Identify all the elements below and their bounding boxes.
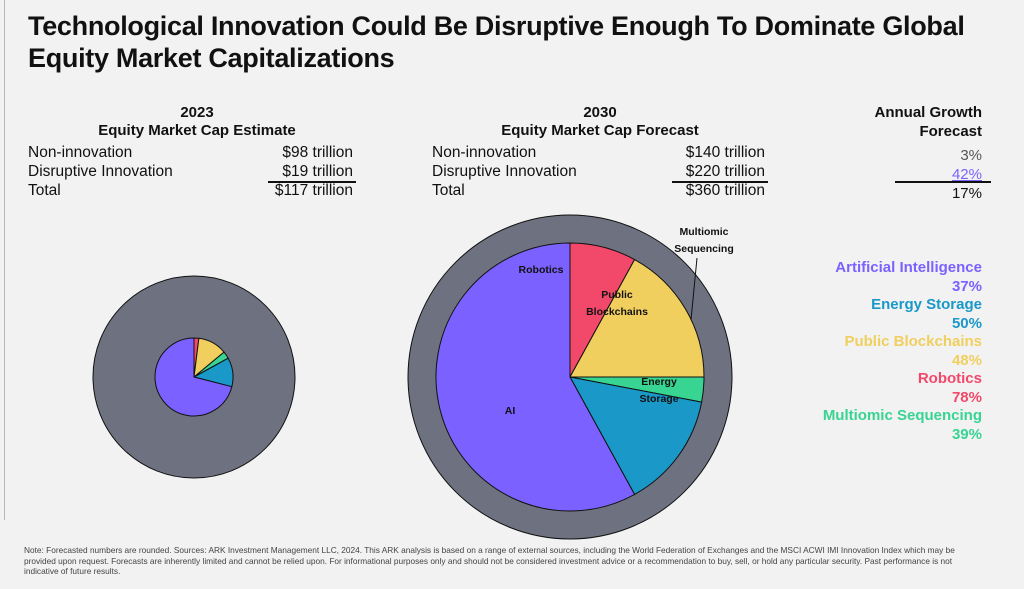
- slice-public-blockchains: [569, 258, 705, 378]
- table-2030: Non-innovation $140 trillion Disruptive …: [432, 143, 765, 200]
- table-row: Disruptive Innovation $19 trillion: [28, 162, 353, 181]
- slice-energy-storage: [569, 376, 703, 496]
- legend-name-multiomic: Multiomic Sequencing: [822, 407, 982, 424]
- header-2030-sub: Equity Market Cap Forecast: [501, 122, 699, 139]
- legend-value-multiomic: 39%: [951, 425, 982, 443]
- slice-artificial-intelligence: [154, 337, 233, 417]
- table-row: Disruptive Innovation $220 trillion: [432, 162, 765, 181]
- header-2023-sub: Equity Market Cap Estimate: [98, 122, 296, 139]
- sum-rule-2023: [268, 181, 356, 183]
- pie-2023: [92, 275, 296, 479]
- legend-name-ai: Artificial Intelligence: [835, 259, 982, 276]
- slice-artificial-intelligence: [435, 242, 636, 512]
- row-value: $98 trillion: [282, 144, 353, 161]
- header-2023: 2023 Equity Market Cap Estimate: [92, 104, 302, 140]
- label-ai: AI: [505, 405, 516, 417]
- growth-header-l2: Forecast: [919, 123, 982, 140]
- page-title: Technological Innovation Could Be Disrup…: [28, 11, 965, 73]
- legend-value-robotics: 78%: [951, 388, 982, 406]
- growth-value: 17%: [951, 185, 982, 202]
- row-label: Total: [28, 182, 61, 199]
- sum-rule-growth: [895, 181, 991, 183]
- header-2030: 2030 Equity Market Cap Forecast: [490, 104, 710, 140]
- table-row: Total $117 trillion: [28, 181, 353, 200]
- label-public-blockchains-2: Blockchains: [586, 306, 648, 318]
- row-label: Non-innovation: [432, 144, 537, 161]
- pie-2030-labels: Robotics Public Blockchains Multiomic Se…: [505, 226, 734, 417]
- label-robotics: Robotics: [519, 264, 564, 276]
- label-energy-storage-2: Storage: [639, 393, 678, 405]
- row-label: Non-innovation: [28, 144, 133, 161]
- row-value: $140 trillion: [685, 144, 765, 161]
- label-public-blockchains-1: Public: [601, 289, 633, 301]
- row-value: $360 trillion: [685, 182, 765, 199]
- left-divider: [4, 0, 5, 520]
- legend-value-energy-storage: 50%: [951, 314, 982, 332]
- footnote: Note: Forecasted numbers are rounded. So…: [24, 545, 955, 576]
- row-label: Disruptive Innovation: [28, 163, 173, 180]
- label-multiomic-2: Sequencing: [674, 243, 734, 255]
- row-value: $220 trillion: [685, 163, 765, 180]
- legend-name-public-blockchains: Public Blockchains: [844, 333, 982, 350]
- table-row: Total $360 trillion: [432, 181, 765, 200]
- growth-column: Annual Growth Forecast 3% 42% 17%: [875, 103, 983, 203]
- row-label: Total: [432, 182, 465, 199]
- header-2030-year: 2030: [583, 104, 617, 121]
- sum-rule-2030: [672, 181, 768, 183]
- row-value: $117 trillion: [274, 182, 353, 199]
- table-row: Non-innovation $98 trillion: [28, 143, 353, 162]
- legend-name-robotics: Robotics: [917, 370, 982, 387]
- legend: Artificial Intelligence 37% Energy Stora…: [823, 259, 982, 444]
- row-value: $19 trillion: [282, 163, 353, 180]
- table-2023: Non-innovation $98 trillion Disruptive I…: [28, 143, 353, 200]
- legend-value-ai: 37%: [951, 277, 982, 295]
- growth-header-l1: Annual Growth: [874, 104, 983, 121]
- growth-value: 3%: [960, 147, 982, 164]
- row-label: Disruptive Innovation: [432, 163, 577, 180]
- legend-name-energy-storage: Energy Storage: [871, 296, 982, 313]
- header-2023-year: 2023: [180, 104, 214, 121]
- label-energy-storage-1: Energy: [641, 376, 677, 388]
- label-multiomic-1: Multiomic: [680, 226, 729, 238]
- growth-value: 42%: [951, 166, 982, 183]
- pie-2030: [407, 214, 733, 540]
- legend-value-public-blockchains: 48%: [951, 351, 982, 369]
- multiomic-leader-line: [690, 257, 698, 321]
- table-row: Non-innovation $140 trillion: [432, 143, 765, 162]
